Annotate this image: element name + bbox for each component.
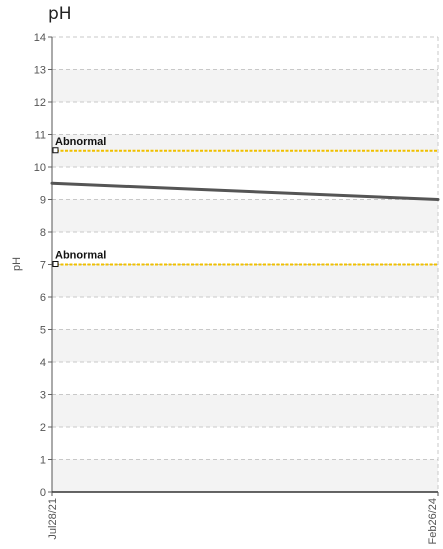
band bbox=[52, 167, 438, 200]
x-tick-label: Jul28/21 bbox=[47, 498, 59, 540]
y-tick-label: 12 bbox=[34, 97, 46, 109]
reference-marker bbox=[52, 261, 59, 267]
y-tick-label: 1 bbox=[40, 455, 46, 467]
band bbox=[52, 297, 438, 330]
axes bbox=[48, 36, 439, 496]
band bbox=[52, 69, 438, 102]
band bbox=[52, 264, 438, 297]
y-tick-label: 5 bbox=[40, 325, 46, 337]
band bbox=[52, 102, 438, 135]
band bbox=[52, 329, 438, 362]
y-tick-label: 7 bbox=[40, 260, 46, 272]
y-axis-label: pH bbox=[11, 257, 23, 271]
series-line bbox=[51, 181, 439, 201]
band bbox=[52, 362, 438, 395]
band bbox=[52, 232, 438, 265]
background-bands bbox=[52, 37, 438, 492]
y-tick-label: 4 bbox=[40, 357, 46, 369]
band bbox=[52, 394, 438, 427]
band bbox=[52, 199, 438, 232]
chart-title: pH bbox=[48, 4, 72, 24]
band bbox=[52, 37, 438, 70]
reference-label: Abnormal bbox=[55, 136, 106, 148]
y-tick-label: 8 bbox=[40, 227, 46, 239]
reference-label: Abnormal bbox=[55, 250, 106, 262]
data-series bbox=[50, 181, 440, 201]
y-tick-label: 11 bbox=[35, 130, 46, 142]
y-tick-label: 13 bbox=[34, 65, 46, 77]
y-tick-label: 6 bbox=[40, 292, 46, 304]
band bbox=[52, 459, 438, 492]
reference-marker bbox=[52, 147, 59, 154]
y-tick-label: 3 bbox=[40, 390, 46, 402]
reference-lines: Abnormal Abnormal bbox=[52, 136, 438, 267]
x-tick-label: Feb26/24 bbox=[427, 498, 439, 544]
band bbox=[52, 427, 438, 460]
data-point bbox=[436, 198, 440, 201]
y-tick-label: 14 bbox=[34, 32, 46, 44]
y-tick-label: 2 bbox=[40, 422, 46, 434]
y-tick-label: 0 bbox=[40, 487, 46, 499]
y-tick-label: 9 bbox=[40, 195, 46, 207]
x-tick-labels: Jul28/21 Feb26/24 bbox=[47, 498, 439, 544]
y-tick-label: 10 bbox=[34, 162, 46, 174]
